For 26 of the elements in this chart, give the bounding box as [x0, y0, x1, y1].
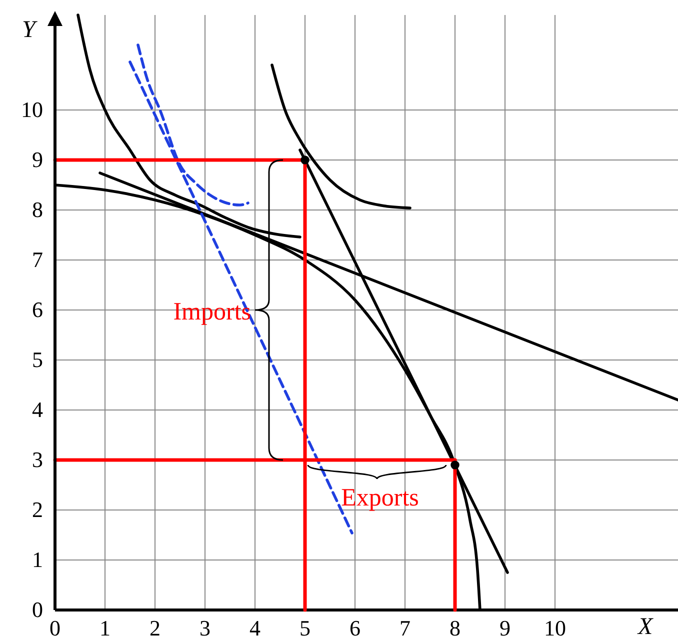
y-axis-title: Y	[22, 17, 38, 43]
y-tick-label: 5	[32, 347, 43, 372]
x-tick-label: 8	[450, 616, 460, 641]
y-tick-label: 10	[21, 97, 43, 122]
x-tick-label: 10	[544, 616, 566, 641]
x-tick-label: 9	[500, 616, 510, 641]
y-tick-label: 1	[32, 547, 43, 572]
x-tick-label: 6	[350, 616, 360, 641]
x-tick-label: 0	[50, 616, 60, 641]
annotation: Exports	[341, 484, 419, 512]
y-tick-label: 4	[32, 397, 43, 422]
x-tick-label: 5	[300, 616, 310, 641]
y-tick-label: 3	[32, 447, 43, 472]
y-tick-label: 0	[32, 597, 43, 622]
x-tick-label: 4	[250, 616, 260, 641]
y-tick-label: 9	[32, 147, 43, 172]
x-tick-label: 2	[150, 616, 160, 641]
y-tick-label: 8	[32, 197, 43, 222]
x-tick-label: 3	[200, 616, 210, 641]
x-tick-label: 1	[100, 616, 110, 641]
annotation: Imports	[173, 298, 251, 326]
y-tick-label: 6	[32, 297, 43, 322]
y-tick-label: 7	[32, 247, 43, 272]
x-tick-label: 7	[400, 616, 410, 641]
y-tick-label: 2	[32, 497, 43, 522]
x-axis-title: X	[637, 614, 654, 640]
